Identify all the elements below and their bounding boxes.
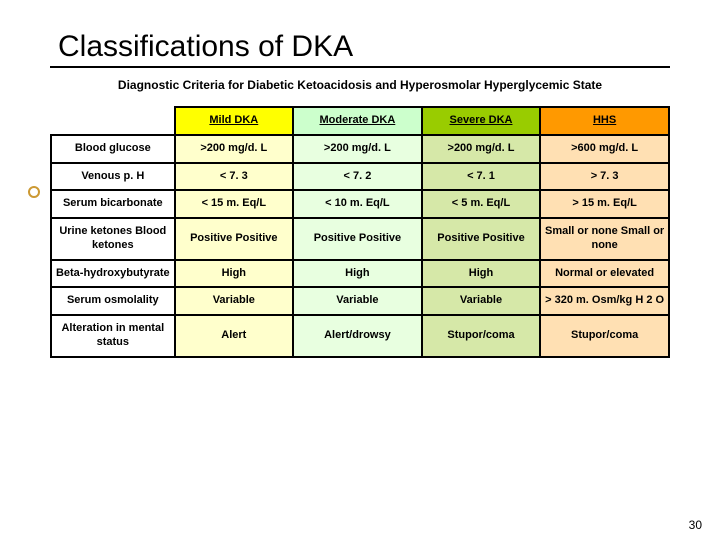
page-number: 30 <box>689 518 702 532</box>
cell: > 7. 3 <box>540 163 669 191</box>
header-mild: Mild DKA <box>175 107 293 135</box>
header-severe: Severe DKA <box>422 107 540 135</box>
bullet-icon <box>28 186 40 198</box>
row-label: Venous p. H <box>51 163 175 191</box>
cell: < 5 m. Eq/L <box>422 190 540 218</box>
table-header-row: Mild DKA Moderate DKA Severe DKA HHS <box>51 107 669 135</box>
cell: > 320 m. Osm/kg H 2 O <box>540 287 669 315</box>
cell: Variable <box>422 287 540 315</box>
cell: >200 mg/d. L <box>293 135 422 163</box>
header-moderate: Moderate DKA <box>293 107 422 135</box>
table-row: Beta-hydroxybutyrate High High High Norm… <box>51 260 669 288</box>
slide: Classifications of DKA Diagnostic Criter… <box>0 0 720 378</box>
cell: Positive Positive <box>422 218 540 260</box>
cell: Variable <box>293 287 422 315</box>
table-row: Alteration in mental status Alert Alert/… <box>51 315 669 357</box>
cell: Normal or elevated <box>540 260 669 288</box>
row-label: Urine ketones Blood ketones <box>51 218 175 260</box>
header-blank <box>51 107 175 135</box>
cell: High <box>422 260 540 288</box>
cell: < 15 m. Eq/L <box>175 190 293 218</box>
cell: Positive Positive <box>293 218 422 260</box>
cell: High <box>175 260 293 288</box>
dka-criteria-table: Mild DKA Moderate DKA Severe DKA HHS Blo… <box>50 106 670 358</box>
title-block: Classifications of DKA <box>50 30 670 68</box>
cell: >200 mg/d. L <box>422 135 540 163</box>
header-hhs: HHS <box>540 107 669 135</box>
row-label: Blood glucose <box>51 135 175 163</box>
slide-title: Classifications of DKA <box>50 30 670 64</box>
cell: >200 mg/d. L <box>175 135 293 163</box>
cell: < 7. 1 <box>422 163 540 191</box>
cell: Stupor/coma <box>422 315 540 357</box>
cell: High <box>293 260 422 288</box>
cell: < 10 m. Eq/L <box>293 190 422 218</box>
table-row: Blood glucose >200 mg/d. L >200 mg/d. L … <box>51 135 669 163</box>
cell: Positive Positive <box>175 218 293 260</box>
cell: Alert <box>175 315 293 357</box>
cell: > 15 m. Eq/L <box>540 190 669 218</box>
cell: Stupor/coma <box>540 315 669 357</box>
cell: Small or none Small or none <box>540 218 669 260</box>
row-label: Serum osmolality <box>51 287 175 315</box>
row-label: Beta-hydroxybutyrate <box>51 260 175 288</box>
table-row: Urine ketones Blood ketones Positive Pos… <box>51 218 669 260</box>
cell: >600 mg/d. L <box>540 135 669 163</box>
cell: < 7. 2 <box>293 163 422 191</box>
row-label: Alteration in mental status <box>51 315 175 357</box>
cell: Variable <box>175 287 293 315</box>
title-underline <box>50 66 670 68</box>
cell: Alert/drowsy <box>293 315 422 357</box>
table-row: Venous p. H < 7. 3 < 7. 2 < 7. 1 > 7. 3 <box>51 163 669 191</box>
row-label: Serum bicarbonate <box>51 190 175 218</box>
table-row: Serum bicarbonate < 15 m. Eq/L < 10 m. E… <box>51 190 669 218</box>
table-row: Serum osmolality Variable Variable Varia… <box>51 287 669 315</box>
cell: < 7. 3 <box>175 163 293 191</box>
slide-subtitle: Diagnostic Criteria for Diabetic Ketoaci… <box>50 78 670 92</box>
